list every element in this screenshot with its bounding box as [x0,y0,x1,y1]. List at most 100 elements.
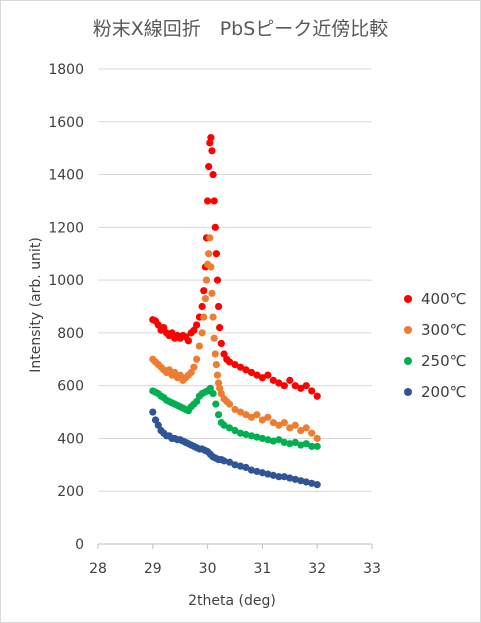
data-point [275,473,283,481]
data-point [313,392,321,400]
data-point [291,382,299,390]
y-tick-label: 800 [57,326,84,342]
x-axis-label: 2theta (deg) [188,593,276,609]
data-point [308,479,316,487]
data-point [264,436,272,444]
data-point [209,313,217,321]
series-3 [149,408,321,489]
data-point [205,250,213,258]
data-point [209,389,217,398]
legend-label: 300℃ [421,320,467,339]
legend-item: 300℃ [404,314,466,345]
data-point [313,442,321,450]
data-point [280,419,288,427]
data-point [297,477,305,485]
legend-marker [404,325,412,334]
data-point [198,302,206,311]
data-point [184,337,193,345]
series-0 [149,134,321,400]
x-tick-label: 32 [308,561,326,577]
data-point [225,358,234,366]
data-point [247,368,256,377]
data-point [264,371,272,379]
data-point [198,329,206,337]
data-point [220,350,228,358]
data-point [313,481,321,489]
data-point [190,363,198,371]
data-point [308,387,316,395]
data-point [264,470,272,478]
data-point [253,433,261,441]
legend-label: 200℃ [421,382,467,401]
data-point [269,376,277,384]
data-point [214,302,223,311]
data-point [214,411,223,419]
series-1 [149,234,321,443]
chart-title: 粉末X線回折 PbSピーク近傍比較 [92,18,389,40]
y-tick-label: 600 [57,379,84,395]
data-point [165,366,173,374]
data-point [302,382,310,390]
data-point [242,463,250,472]
data-point [187,368,195,377]
data-point [253,411,261,419]
legend-marker [404,356,412,365]
data-point [286,474,294,482]
x-tick-label: 28 [89,561,107,577]
data-point [207,134,215,142]
data-point [160,324,168,332]
data-point [171,368,179,377]
data-point [258,434,266,443]
data-point [208,289,216,297]
data-point [202,276,211,284]
data-point [253,467,261,476]
data-point [291,438,299,447]
data-point [206,234,214,242]
data-point [302,424,310,432]
data-point [286,440,294,448]
data-point [258,416,266,424]
data-point [242,366,250,374]
data-point [217,389,225,398]
data-point [193,355,201,363]
data-point [269,437,277,445]
y-tick-label: 1400 [48,168,84,184]
data-point [236,462,245,470]
data-point [193,397,201,406]
data-point [225,458,234,466]
data-point [204,197,212,205]
data-point [302,478,310,486]
legend-marker [404,294,412,303]
data-point [236,429,245,437]
data-point [225,400,234,408]
data-point [154,421,162,429]
legend: 400℃ 300℃ 250℃ 200℃ [404,283,466,407]
x-tick-label: 33 [363,561,381,577]
legend-item: 200℃ [404,376,466,407]
data-point [168,329,176,337]
data-point [154,321,162,329]
data-point [195,342,203,350]
data-point [247,432,256,440]
y-tick-label: 1600 [48,115,84,131]
data-point [280,473,288,481]
data-point [242,430,250,439]
y-tick-label: 1200 [48,220,84,236]
data-point [220,457,228,465]
data-point [242,411,250,419]
data-point [286,424,294,432]
data-point [211,223,219,231]
data-point [280,438,288,447]
data-point [231,426,239,435]
data-point [264,413,272,421]
data-point [206,384,214,392]
data-point [231,405,239,414]
data-point [213,371,222,379]
data-point [308,442,316,450]
data-point [258,374,266,382]
data-point [297,384,305,392]
data-point [210,334,218,342]
data-point [308,429,316,437]
